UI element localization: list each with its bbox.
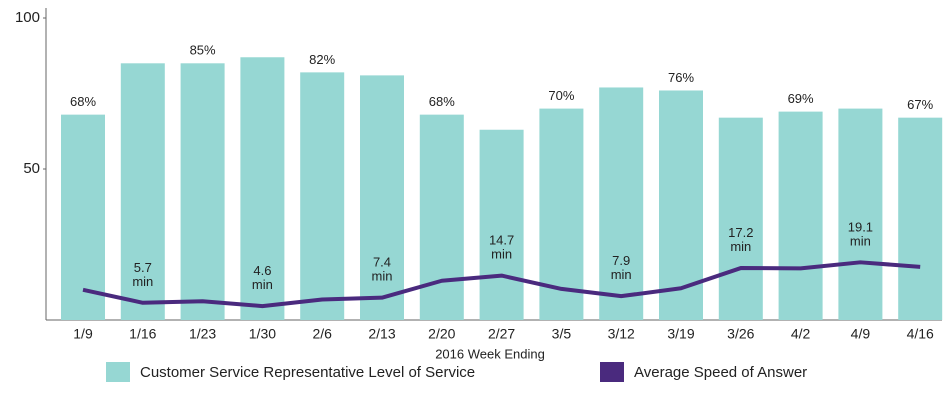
x-tick-label: 1/30: [249, 326, 276, 342]
line-value-label: 19.1 min: [848, 220, 873, 249]
line-value-label: 17.2 min: [728, 225, 753, 254]
line-value-label: 5.7 min: [132, 260, 153, 289]
label-line: 7.9: [612, 254, 630, 269]
label-line: min: [730, 239, 751, 254]
line: [82, 260, 921, 309]
bar-value-label: 68%: [429, 94, 455, 109]
bar-value-label: 70%: [548, 88, 574, 103]
y-tick-label: 100: [15, 9, 40, 26]
bar: [778, 111, 823, 321]
y-tick-label: 50: [23, 160, 40, 177]
label-line: 19.1: [848, 220, 873, 235]
line-value-label: 7.9 min: [611, 254, 632, 283]
bar: [419, 114, 464, 320]
label-line: 14.7: [489, 233, 514, 248]
bar-value-label: 67%: [907, 97, 933, 112]
label-line: min: [372, 269, 393, 284]
line-value-label: 7.4 min: [372, 255, 393, 284]
legend-swatch: [106, 362, 130, 382]
label-line: min: [850, 234, 871, 249]
bar: [479, 129, 524, 320]
x-tick-label: 4/2: [791, 326, 811, 342]
bar: [240, 57, 285, 320]
label-line: 7.4: [373, 255, 391, 270]
x-tick-label: 2/6: [312, 326, 332, 342]
label-line: min: [252, 278, 273, 293]
line-value-label: 4.6 min: [252, 264, 273, 293]
x-tick-label: 3/12: [608, 326, 635, 342]
x-tick-label: 2/13: [368, 326, 395, 342]
x-tick-label: 3/26: [727, 326, 754, 342]
x-tick-label: 1/23: [189, 326, 216, 342]
label-line: 4.6: [253, 264, 271, 279]
bar-value-label: 76%: [668, 70, 694, 85]
x-tick-label: 1/9: [73, 326, 93, 342]
legend-label: Average Speed of Answer: [634, 364, 807, 381]
bar: [898, 117, 943, 320]
x-tick-label: 2/20: [428, 326, 455, 342]
x-axis-label: 2016 Week Ending: [435, 346, 545, 361]
legend-swatch: [600, 362, 624, 382]
x-tick-label: 3/19: [667, 326, 694, 342]
bar-value-label: 68%: [70, 94, 96, 109]
bar: [180, 63, 225, 321]
label-line: min: [491, 247, 512, 262]
bar: [599, 87, 644, 321]
bar: [718, 117, 763, 320]
bar: [659, 90, 703, 320]
bar: [838, 108, 883, 320]
label-line: 17.2: [728, 225, 753, 240]
label-line: min: [132, 274, 153, 289]
legend-label: Customer Service Representative Level of…: [140, 364, 475, 381]
x-tick-label: 4/9: [851, 326, 871, 342]
bar: [360, 75, 404, 320]
bar-value-label: 69%: [788, 91, 814, 106]
bar: [120, 63, 165, 321]
x-tick-label: 2/27: [488, 326, 515, 342]
bar: [61, 114, 105, 320]
x-tick-label: 4/16: [907, 326, 934, 342]
bar-value-label: 82%: [309, 52, 335, 67]
bar-value-label: 85%: [190, 43, 216, 58]
label-line: min: [611, 268, 632, 283]
x-tick-label: 1/16: [129, 326, 156, 342]
bar: [300, 72, 345, 320]
line-value-label: 14.7 min: [489, 233, 514, 262]
x-tick-label: 3/5: [552, 326, 572, 342]
label-line: 5.7: [134, 260, 152, 275]
